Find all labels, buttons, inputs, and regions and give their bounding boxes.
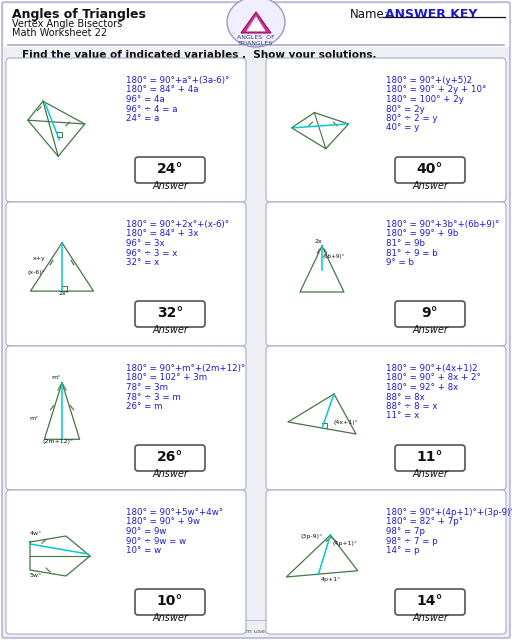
FancyBboxPatch shape	[135, 445, 205, 471]
Text: 98° = 7p: 98° = 7p	[386, 527, 425, 536]
FancyBboxPatch shape	[266, 202, 506, 346]
Text: Answer: Answer	[152, 325, 188, 335]
Text: 180° = 92° + 8x: 180° = 92° + 8x	[386, 383, 458, 392]
Text: 88° ÷ 8 = x: 88° ÷ 8 = x	[386, 402, 437, 411]
Polygon shape	[241, 12, 271, 33]
Text: (4x+1)°: (4x+1)°	[334, 420, 358, 425]
Text: 5w°: 5w°	[30, 573, 42, 578]
Text: 24°: 24°	[157, 162, 183, 176]
Text: (x-6)°: (x-6)°	[27, 270, 45, 275]
FancyBboxPatch shape	[395, 157, 465, 183]
Text: 80° ÷ 2 = y: 80° ÷ 2 = y	[386, 114, 437, 123]
Text: 40° = y: 40° = y	[386, 124, 419, 132]
Text: (3p-9)°: (3p-9)°	[301, 534, 323, 540]
Text: 180° = 90°+2x°+(x-6)°: 180° = 90°+2x°+(x-6)°	[126, 220, 229, 229]
Text: 11° = x: 11° = x	[386, 412, 419, 420]
Text: 180° = 82° + 7p°: 180° = 82° + 7p°	[386, 518, 463, 527]
FancyBboxPatch shape	[6, 202, 246, 346]
Text: 180° = 90° + 2y + 10°: 180° = 90° + 2y + 10°	[386, 86, 486, 95]
Text: 4p+1°: 4p+1°	[321, 577, 340, 582]
FancyBboxPatch shape	[135, 157, 205, 183]
Text: 98° ÷ 7 = p: 98° ÷ 7 = p	[386, 536, 438, 545]
Text: 180° = 102° + 3m: 180° = 102° + 3m	[126, 374, 207, 383]
FancyBboxPatch shape	[395, 301, 465, 327]
Text: 14° = p: 14° = p	[386, 546, 420, 555]
FancyBboxPatch shape	[135, 301, 205, 327]
Text: 180° = 90°+m°+(2m+12)°: 180° = 90°+m°+(2m+12)°	[126, 364, 245, 373]
Text: Vertex Angle Bisectors: Vertex Angle Bisectors	[12, 19, 122, 29]
Text: 180° = 90°+(4p+1)°+(3p-9)°: 180° = 90°+(4p+1)°+(3p-9)°	[386, 508, 512, 517]
Text: 40°: 40°	[417, 162, 443, 176]
Text: 10°: 10°	[157, 594, 183, 608]
Text: 90° ÷ 9w = w: 90° ÷ 9w = w	[126, 536, 186, 545]
FancyBboxPatch shape	[395, 445, 465, 471]
FancyBboxPatch shape	[266, 490, 506, 634]
Text: 14°: 14°	[417, 594, 443, 608]
Text: ANSWER KEY: ANSWER KEY	[385, 8, 477, 21]
Text: 180° = 84° + 3x: 180° = 84° + 3x	[126, 230, 198, 239]
Text: 81° ÷ 9 = b: 81° ÷ 9 = b	[386, 248, 438, 257]
Text: 78° = 3m: 78° = 3m	[126, 383, 168, 392]
Text: Dads: Dads	[473, 623, 500, 633]
FancyBboxPatch shape	[266, 58, 506, 202]
Text: 88° = 8x: 88° = 8x	[386, 392, 425, 401]
Text: 2x°: 2x°	[59, 291, 70, 296]
Text: 180° = 90° + 9w: 180° = 90° + 9w	[126, 518, 200, 527]
Text: 11°: 11°	[417, 450, 443, 464]
FancyBboxPatch shape	[135, 589, 205, 615]
Text: 96° ÷ 4 = a: 96° ÷ 4 = a	[126, 104, 178, 113]
Text: 180° = 84° + 4a: 180° = 84° + 4a	[126, 86, 199, 95]
Text: m°: m°	[51, 375, 60, 380]
Text: Find the value of indicated variables .  Show your solutions.: Find the value of indicated variables . …	[22, 50, 376, 60]
Text: m°: m°	[30, 417, 39, 421]
Text: 180° = 90°+5w°+4w°: 180° = 90°+5w°+4w°	[126, 508, 223, 517]
Text: Math Worksheet 22: Math Worksheet 22	[12, 28, 107, 38]
Text: 32°: 32°	[157, 306, 183, 320]
Text: (4p+1)°: (4p+1)°	[333, 541, 357, 547]
Text: 180° = 99° + 9b: 180° = 99° + 9b	[386, 230, 458, 239]
Text: 24° = a: 24° = a	[126, 114, 159, 123]
Text: Copyright © DadsWorksheets, LLC: Copyright © DadsWorksheets, LLC	[10, 623, 131, 630]
Text: Answer: Answer	[412, 325, 448, 335]
Polygon shape	[247, 17, 265, 31]
FancyBboxPatch shape	[6, 346, 246, 490]
FancyBboxPatch shape	[395, 589, 465, 615]
Text: Answer: Answer	[152, 613, 188, 623]
Text: 78° ÷ 3 = m: 78° ÷ 3 = m	[126, 392, 181, 401]
Text: 80° = 2y: 80° = 2y	[386, 104, 425, 113]
Text: (6b+9)°: (6b+9)°	[323, 254, 345, 259]
Text: 9° = b: 9° = b	[386, 258, 414, 267]
Text: These Math Worksheets are provided for personal, homeschool or classroom use.: These Math Worksheets are provided for p…	[10, 629, 267, 634]
Text: 180° = 100° + 2y: 180° = 100° + 2y	[386, 95, 464, 104]
Text: 180° = 90°+3b°+(6b+9)°: 180° = 90°+3b°+(6b+9)°	[386, 220, 499, 229]
Text: (2m+12)°: (2m+12)°	[42, 440, 73, 445]
Text: Answer: Answer	[412, 181, 448, 191]
Text: ANGLES  OF
TRIANGLES: ANGLES OF TRIANGLES	[237, 35, 275, 46]
Text: Answer: Answer	[152, 181, 188, 191]
Text: 81° = 9b: 81° = 9b	[386, 239, 425, 248]
Text: Answer: Answer	[412, 613, 448, 623]
Text: 180° = 90° + 8x + 2°: 180° = 90° + 8x + 2°	[386, 374, 481, 383]
FancyBboxPatch shape	[266, 346, 506, 490]
Text: 26° = m: 26° = m	[126, 402, 162, 411]
Text: Answer: Answer	[412, 469, 448, 479]
FancyBboxPatch shape	[6, 58, 246, 202]
Text: 180° = 90°+(4x+1)2: 180° = 90°+(4x+1)2	[386, 364, 478, 373]
Text: Angles of Triangles: Angles of Triangles	[12, 8, 146, 21]
Text: Answer: Answer	[152, 469, 188, 479]
Text: Name:: Name:	[350, 8, 389, 21]
Text: 180° = 90°+a°+(3a-6)°: 180° = 90°+a°+(3a-6)°	[126, 76, 229, 85]
Text: 180° = 90°+(y+5)2: 180° = 90°+(y+5)2	[386, 76, 472, 85]
FancyBboxPatch shape	[6, 490, 246, 634]
Text: x+y: x+y	[33, 255, 45, 260]
Text: Worksheets.com: Worksheets.com	[426, 623, 504, 632]
Text: 4w°: 4w°	[30, 531, 42, 536]
Text: 2x: 2x	[315, 239, 323, 244]
Text: 96° = 3x: 96° = 3x	[126, 239, 165, 248]
Text: 26°: 26°	[157, 450, 183, 464]
Ellipse shape	[227, 0, 285, 47]
Text: 96° ÷ 3 = x: 96° ÷ 3 = x	[126, 248, 177, 257]
Text: 96° = 4a: 96° = 4a	[126, 95, 165, 104]
Text: 32° = x: 32° = x	[126, 258, 159, 267]
